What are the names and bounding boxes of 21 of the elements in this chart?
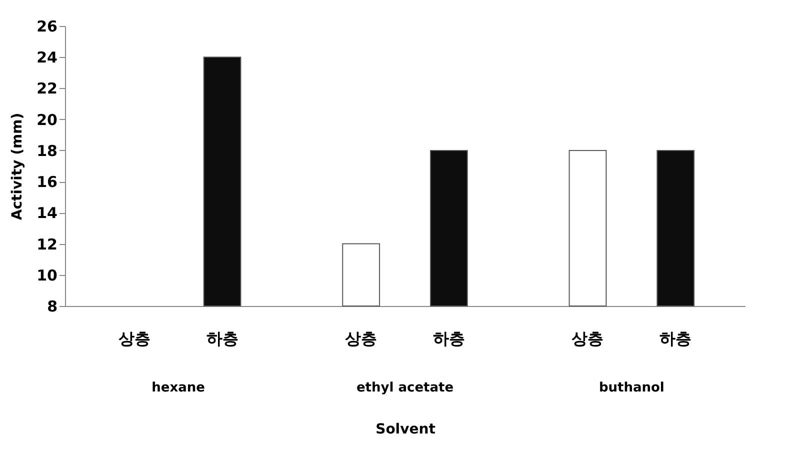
series-label: 하층 [206, 329, 238, 348]
text: 하층 [660, 329, 692, 348]
series-label: 상층 [345, 329, 378, 348]
y-tick-label: 14 [36, 204, 58, 222]
y-tick-label: 18 [36, 142, 58, 160]
text: 상층 [118, 329, 150, 348]
x-tick-label: ethyl acetate [356, 380, 454, 396]
x-tick-label: hexane [152, 380, 206, 396]
y-tick-label: 12 [36, 235, 58, 254]
y-axis-title: Activity (mm) [10, 112, 26, 220]
y-tick-label: 24 [36, 48, 58, 67]
y-tick-label: 22 [36, 80, 58, 98]
y-tick-label: 20 [36, 110, 58, 129]
y-tick-label: 10 [36, 266, 58, 284]
y-tick-label: 16 [36, 173, 58, 192]
x-tick-label: buthanol [598, 380, 664, 396]
text: 상층 [572, 329, 604, 348]
y-tick-label: 8 [47, 298, 58, 316]
text: 하층 [432, 329, 465, 348]
x-axis-title: Solvent [376, 422, 436, 438]
y-tick-label: 26 [36, 18, 58, 36]
